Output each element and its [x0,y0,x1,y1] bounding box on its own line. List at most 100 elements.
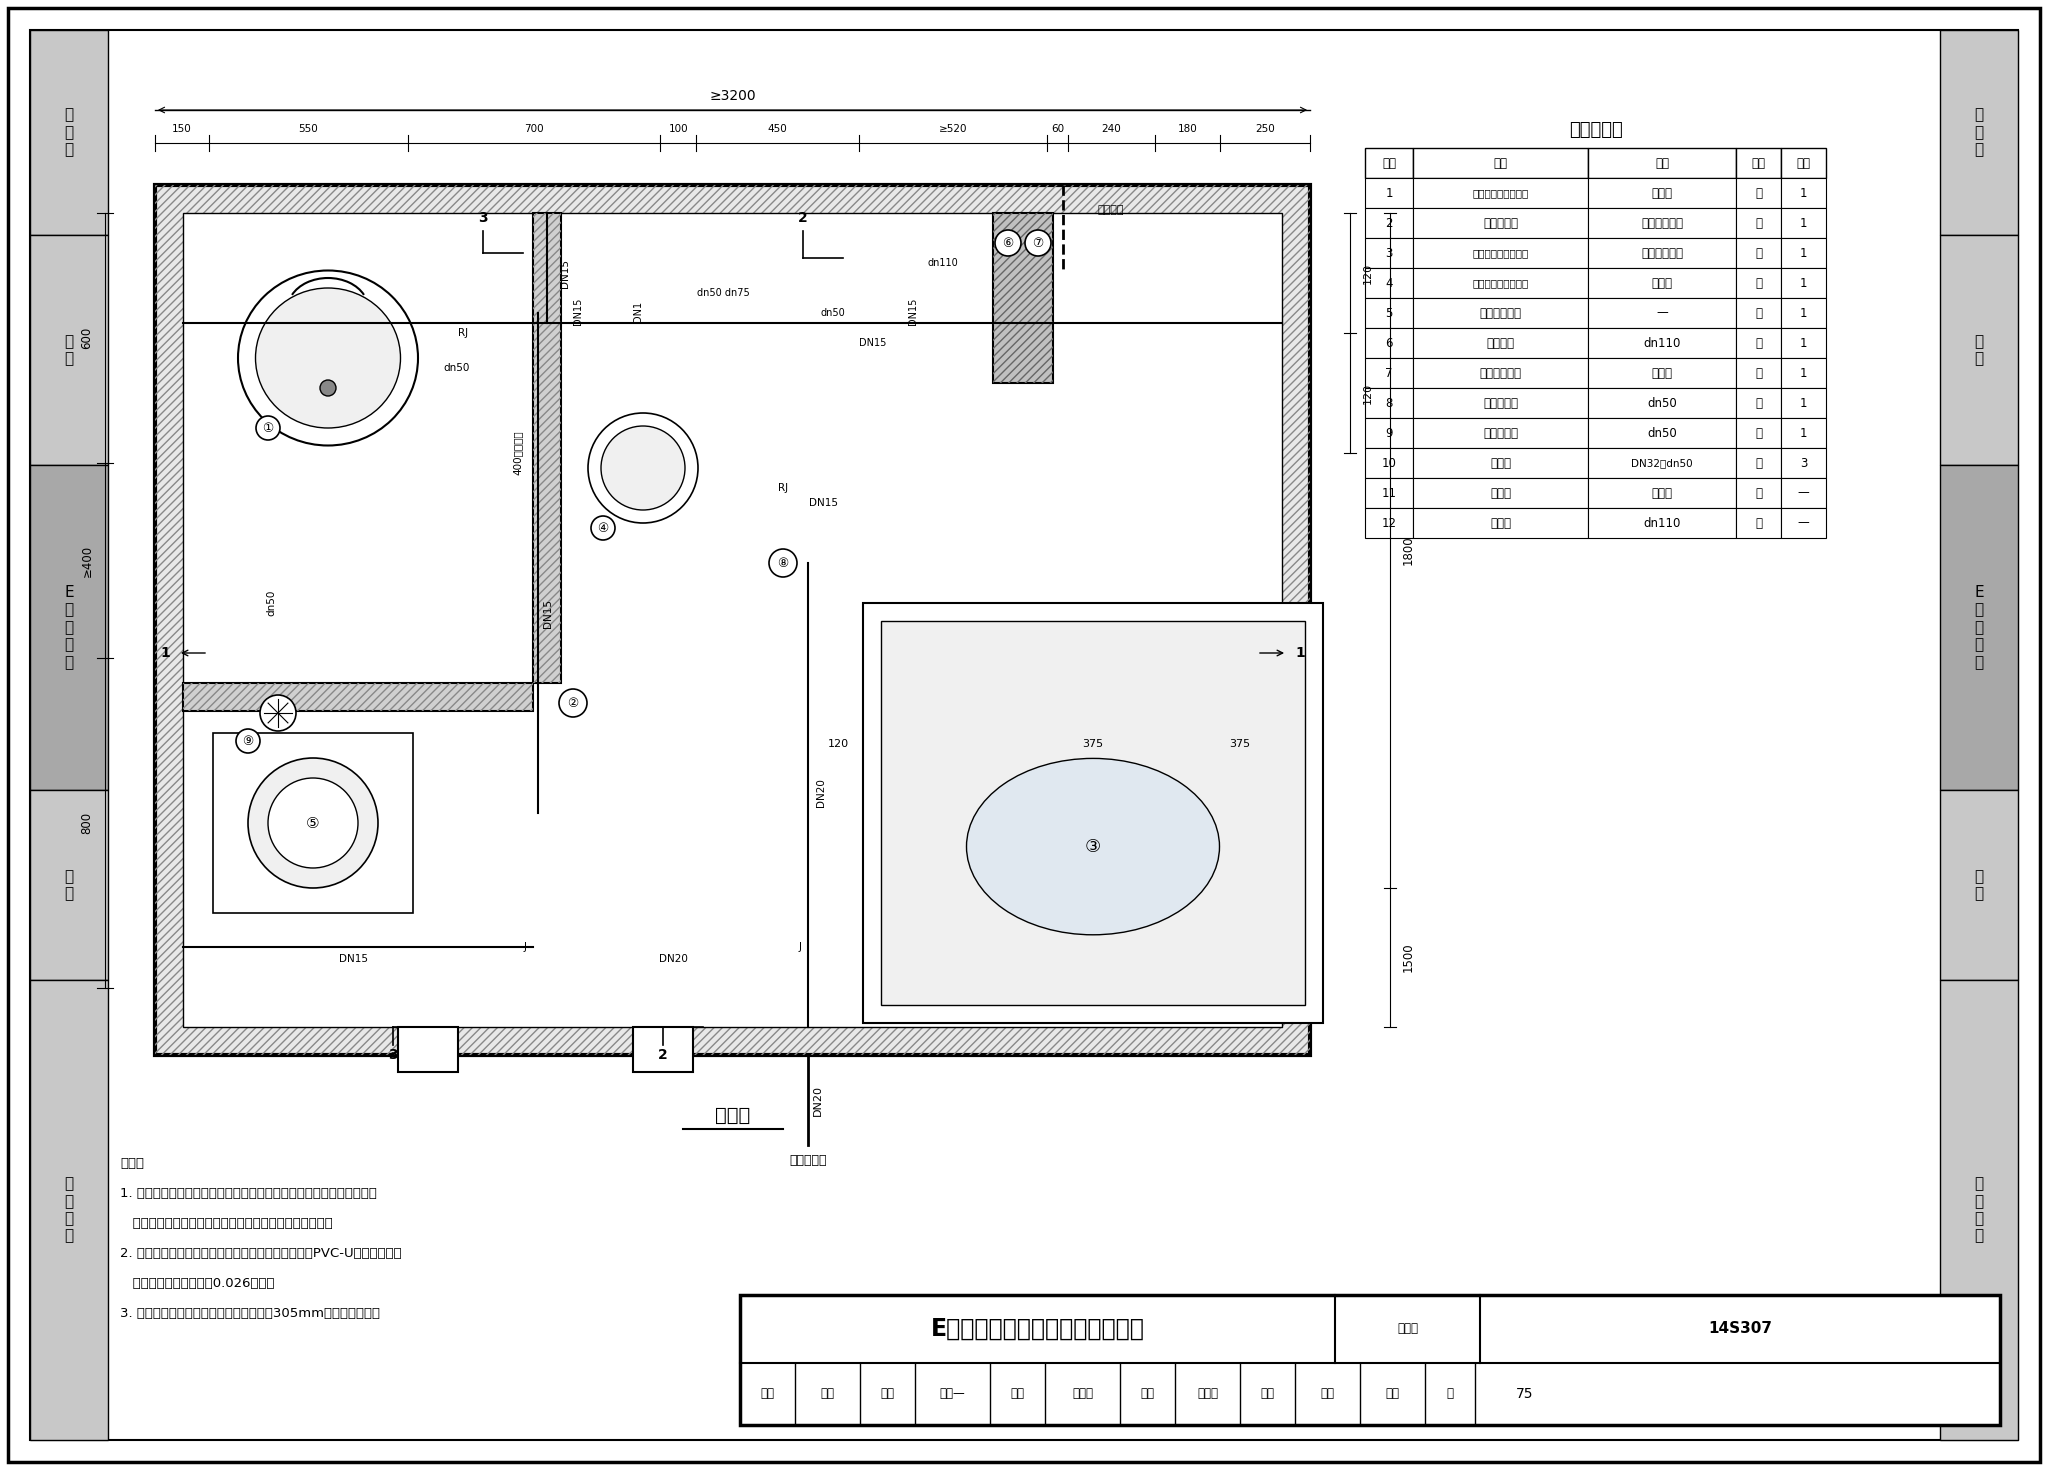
Text: 150: 150 [172,123,193,134]
Text: 3: 3 [1800,457,1806,469]
Bar [1366,417,1413,448]
Bar [1737,448,1782,478]
Text: DN15: DN15 [809,498,838,509]
Bar [532,213,561,684]
Text: 专用通气立管: 专用通气立管 [1479,366,1522,379]
Circle shape [236,729,260,753]
Bar [1737,509,1782,538]
Bar [1587,509,1737,538]
Text: dn50: dn50 [442,363,469,373]
Bar [182,684,532,711]
Bar [1587,268,1737,298]
Text: 75: 75 [1516,1386,1534,1401]
Bar [1366,268,1413,298]
Text: 名称: 名称 [1493,156,1507,169]
Text: 直通式地漏: 直通式地漏 [1483,397,1518,410]
Text: DN15: DN15 [573,297,584,325]
Bar [1737,388,1782,417]
Text: 根: 根 [1755,366,1761,379]
Bar [213,734,414,913]
Text: 伸缩节: 伸缩节 [1491,487,1511,500]
Text: 1: 1 [160,645,170,660]
Bar [1737,359,1782,388]
Text: 3: 3 [477,212,487,225]
Bar [1587,207,1737,238]
Bar [993,213,1053,384]
Bar [1737,328,1782,359]
Text: 节
点
详
图: 节 点 详 图 [63,1176,74,1244]
Text: 250: 250 [1255,123,1274,134]
Text: ⑥: ⑥ [1001,237,1014,250]
Bar [1737,238,1782,268]
Bar [993,213,1053,384]
Text: 按设计: 按设计 [1651,487,1673,500]
Circle shape [600,426,684,510]
Text: dn50 dn75: dn50 dn75 [696,288,750,298]
Bar [1782,328,1827,359]
Text: 800: 800 [80,811,94,833]
Text: 图集号: 图集号 [1397,1323,1417,1335]
Bar [1413,207,1587,238]
Text: 设计: 设计 [1260,1388,1274,1401]
Text: 校对: 校对 [1010,1388,1024,1401]
Text: 单柄混合水嘴洗脸盆: 单柄混合水嘴洗脸盆 [1473,188,1528,198]
Bar [1782,238,1827,268]
Text: ≥520: ≥520 [938,123,967,134]
Text: 平面图: 平面图 [715,1105,750,1125]
Text: ≥3200: ≥3200 [709,90,756,103]
Text: 规格: 规格 [1655,156,1669,169]
Text: 张樯—: 张樯— [940,1388,965,1401]
Text: 数量: 数量 [1796,156,1810,169]
Bar [156,185,1311,1055]
Text: 台上式: 台上式 [1651,187,1673,200]
Text: dn50: dn50 [1647,426,1677,440]
Text: 万水: 万水 [1386,1388,1399,1401]
Text: E
型
卫
生
间: E 型 卫 生 间 [1974,585,1985,670]
Bar [1587,388,1737,417]
Bar [1782,207,1827,238]
Text: 坐式大便器: 坐式大便器 [1483,216,1518,229]
Text: 总
说
明: 总 说 明 [1974,107,1985,157]
Text: 地坪装饰面层以下的水泥砂浆结合层内时，用虚线表示。: 地坪装饰面层以下的水泥砂浆结合层内时，用虚线表示。 [121,1217,332,1230]
Text: 铸铁或亚克力: 铸铁或亚克力 [1640,247,1683,260]
Text: 单位: 单位 [1751,156,1765,169]
Bar [1413,388,1587,417]
Bar [1413,478,1587,509]
Bar [1413,448,1587,478]
Text: DN20: DN20 [815,779,825,807]
Text: 总
说
明: 总 说 明 [63,107,74,157]
Bar [1737,148,1782,178]
Text: 2: 2 [657,1048,668,1061]
Text: 7: 7 [1384,366,1393,379]
Text: 3: 3 [1384,247,1393,260]
Text: 卧挂储水式电热水器: 卧挂储水式电热水器 [1473,278,1528,288]
Text: 60: 60 [1051,123,1063,134]
Text: dn110: dn110 [928,259,958,268]
Text: 120: 120 [827,739,848,750]
Bar [1939,789,2017,980]
Text: DN1: DN1 [633,300,643,322]
Text: 页: 页 [1446,1388,1454,1401]
Bar [1366,328,1413,359]
Text: 3. 本卫生间平面布置同时也适用于坑距为305mm的坐式大便器。: 3. 本卫生间平面布置同时也适用于坑距为305mm的坐式大便器。 [121,1307,381,1320]
Text: 接自冷水表: 接自冷水表 [788,1154,827,1167]
Text: 按设计: 按设计 [1651,276,1673,290]
Bar [31,789,109,980]
Text: dn50: dn50 [1647,397,1677,410]
Bar [156,185,1311,1055]
Bar [397,1028,459,1072]
Text: 个: 个 [1755,397,1761,410]
Text: 1: 1 [1800,397,1806,410]
Bar [1737,207,1782,238]
Bar [1782,478,1827,509]
Circle shape [588,413,698,523]
Bar [1366,298,1413,328]
Text: 14S307: 14S307 [1708,1322,1772,1336]
Text: 120: 120 [1364,382,1372,404]
Text: 375: 375 [1229,739,1251,750]
Bar [1939,235,2017,465]
Text: 个: 个 [1755,487,1761,500]
Text: 万水: 万水 [1321,1388,1335,1401]
Bar [1413,178,1587,207]
Text: 绘制: 绘制 [881,1388,895,1401]
